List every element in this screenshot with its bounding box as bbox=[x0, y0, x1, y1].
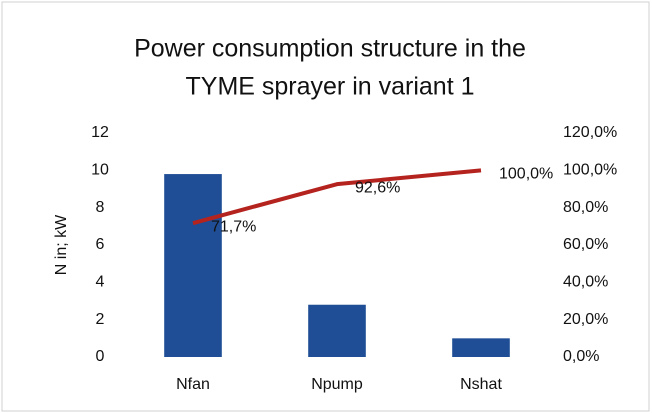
data-label: 71,7% bbox=[211, 218, 256, 235]
y-tick-label: 6 bbox=[96, 236, 105, 253]
y-tick-label: 8 bbox=[96, 199, 105, 216]
bar bbox=[452, 338, 510, 357]
line bbox=[192, 168, 482, 226]
y-tick-label: 12 bbox=[91, 124, 109, 141]
bar bbox=[164, 174, 222, 357]
y2-tick-label: 0,0% bbox=[563, 348, 599, 365]
y2-tick-label: 60,0% bbox=[563, 236, 608, 253]
y2-tick-label: 100,0% bbox=[563, 162, 617, 179]
y-tick-label: 4 bbox=[96, 274, 105, 291]
x-tick-label: Nfan bbox=[176, 376, 210, 393]
bar bbox=[308, 304, 366, 357]
chart-title: Power consumption structure in the bbox=[134, 35, 526, 63]
x-tick-label: Npump bbox=[311, 376, 363, 393]
y-tick-label: 2 bbox=[96, 311, 105, 328]
data-label: 100,0% bbox=[499, 166, 553, 183]
chart-title: TYME sprayer in variant 1 bbox=[186, 73, 475, 101]
y-tick-label: 10 bbox=[91, 162, 109, 179]
y2-tick-label: 120,0% bbox=[563, 124, 617, 141]
y2-tick-label: 20,0% bbox=[563, 311, 608, 328]
x-tick-label: Nshat bbox=[460, 376, 502, 393]
y2-tick-label: 80,0% bbox=[563, 199, 608, 216]
y-axis-label: N in; kW bbox=[53, 214, 70, 275]
y2-tick-label: 40,0% bbox=[563, 274, 608, 291]
y-tick-label: 0 bbox=[96, 348, 105, 365]
data-label: 92,6% bbox=[355, 179, 400, 196]
